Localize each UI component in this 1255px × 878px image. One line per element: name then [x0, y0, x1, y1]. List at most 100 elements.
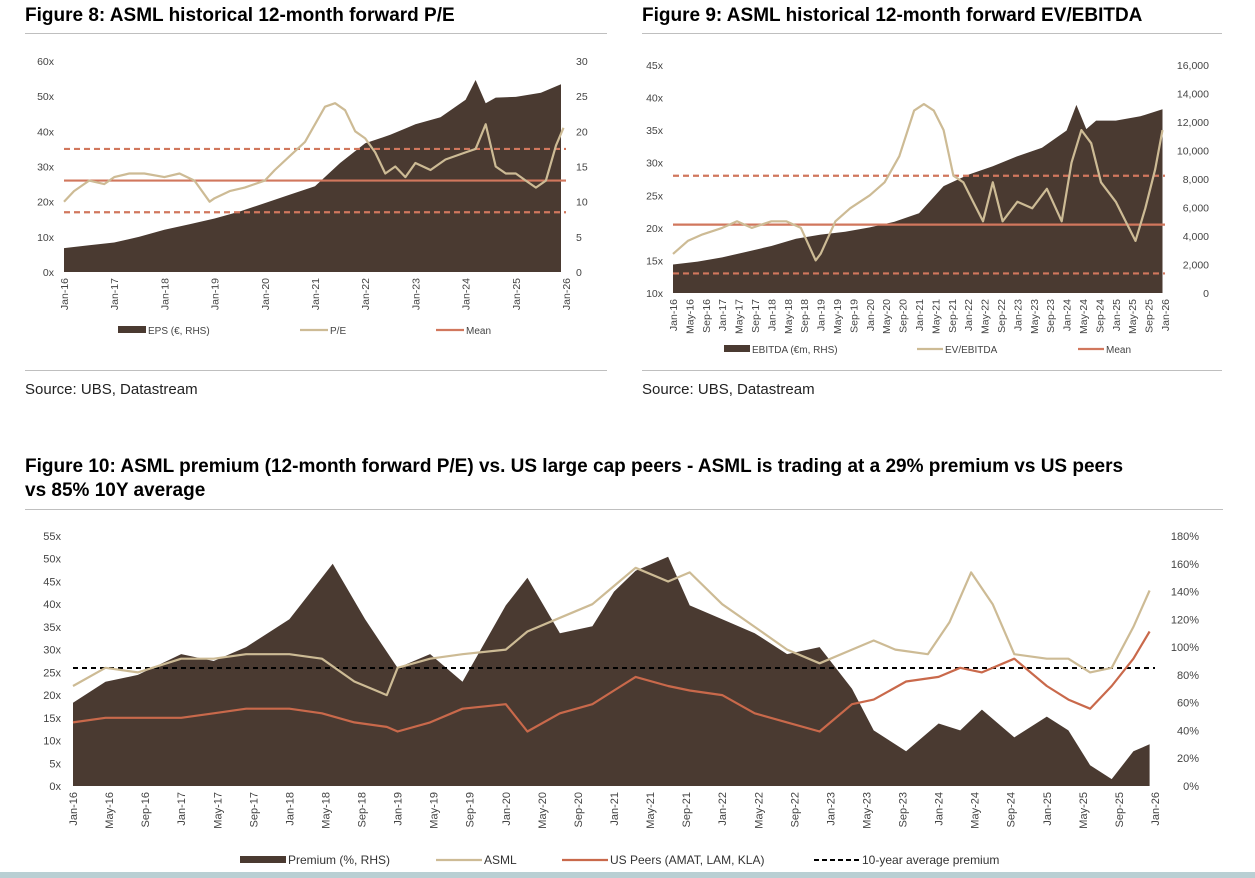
- legend-label: EPS (€, RHS): [148, 326, 210, 337]
- figure-8-source-rule: [25, 370, 607, 371]
- x-tick-label: May-23: [1029, 299, 1041, 334]
- x-tick-label: Jan-24: [934, 792, 946, 826]
- x-tick-label: Jan-21: [310, 278, 322, 310]
- y-left-tick-label: 40x: [646, 93, 664, 105]
- x-tick-label: Jan-19: [816, 299, 828, 331]
- y-right-tick-label: 100%: [1171, 642, 1199, 654]
- x-tick-label: Jan-17: [717, 299, 729, 331]
- x-tick-label: Sep-24: [1094, 299, 1106, 333]
- x-tick-label: Sep-21: [681, 792, 693, 827]
- y-right-tick-label: 60%: [1177, 698, 1199, 710]
- y-left-tick-label: 10x: [37, 232, 55, 244]
- y-right-tick-label: 12,000: [1177, 117, 1209, 129]
- x-tick-label: Jan-20: [865, 299, 877, 331]
- series-area-premium-rhs-: [73, 556, 1150, 786]
- x-tick-label: Jan-24: [1062, 299, 1074, 331]
- legend-swatch-area: [724, 345, 750, 352]
- x-tick-label: Jan-23: [1012, 299, 1024, 331]
- y-right-tick-label: 0%: [1183, 781, 1199, 793]
- x-tick-label: May-22: [753, 792, 765, 829]
- x-tick-label: Jan-26: [1160, 299, 1172, 331]
- y-right-tick-label: 10,000: [1177, 146, 1209, 158]
- page-bottom-band: [0, 872, 1255, 878]
- legend-label: Premium (%, RHS): [288, 853, 390, 867]
- x-tick-label: Jan-18: [159, 278, 171, 310]
- legend-label: Mean: [1106, 345, 1131, 356]
- y-left-tick-label: 40x: [37, 126, 55, 138]
- series-area-ebitda-m-rhs-: [673, 104, 1163, 294]
- x-tick-label: May-19: [429, 792, 441, 829]
- x-tick-label: May-20: [881, 299, 893, 334]
- y-right-tick-label: 5: [576, 232, 582, 244]
- y-left-tick-label: 50x: [37, 91, 55, 103]
- x-tick-label: Sep-20: [898, 299, 910, 333]
- x-tick-label: Jan-16: [59, 278, 71, 310]
- x-tick-label: Sep-24: [1006, 792, 1018, 827]
- x-tick-label: Jan-25: [1042, 792, 1054, 826]
- x-tick-label: Jan-17: [176, 792, 188, 826]
- x-tick-label: May-16: [104, 792, 116, 829]
- y-left-tick-label: 35x: [646, 125, 664, 137]
- legend-swatch-area: [240, 856, 286, 863]
- figure-9-chart: 10x 15x 20x 25x 30x 35x 40x 45x 0 2,000 4,000 6,000…: [646, 60, 1209, 356]
- y-left-tick-label: 45x: [646, 60, 664, 72]
- y-left-tick-label: 25x: [646, 190, 664, 202]
- y-left-tick-label: 30x: [646, 158, 664, 170]
- x-tick-label: May-18: [783, 299, 795, 334]
- x-tick-label: Jan-19: [393, 792, 405, 826]
- x-tick-label: May-24: [1078, 299, 1090, 334]
- x-tick-label: Jan-20: [260, 278, 272, 310]
- y-left-tick-label: 0x: [43, 267, 55, 279]
- y-left-tick-label: 25x: [43, 667, 61, 679]
- y-left-tick-label: 15x: [43, 713, 61, 725]
- x-tick-label: Sep-19: [465, 792, 477, 827]
- figure-9-title: Figure 9: ASML historical 12-month forwa…: [642, 5, 1143, 26]
- y-left-tick-label: 55x: [43, 531, 61, 543]
- legend-label: P/E: [330, 326, 346, 337]
- figure-10-title-line-1: Figure 10: ASML premium (12-month forwar…: [25, 456, 1124, 477]
- figure-8-title-rule: [25, 33, 607, 34]
- x-tick-label: Sep-22: [996, 299, 1008, 333]
- y-right-tick-label: 30: [576, 56, 588, 68]
- x-tick-label: Jan-19: [210, 278, 222, 310]
- y-right-tick-label: 180%: [1171, 531, 1199, 543]
- x-tick-label: May-24: [970, 792, 982, 829]
- y-right-tick-label: 14,000: [1177, 89, 1209, 101]
- y-right-tick-label: 10: [576, 197, 588, 209]
- series-line-us-peers-amat-lam-kla-: [72, 630, 1151, 733]
- y-right-tick-label: 25: [576, 91, 588, 103]
- x-tick-label: Sep-16: [701, 299, 713, 333]
- x-tick-label: May-17: [734, 299, 746, 334]
- y-right-tick-label: 120%: [1171, 614, 1199, 626]
- y-left-tick-label: 5x: [49, 758, 61, 770]
- legend-label: US Peers (AMAT, LAM, KLA): [610, 853, 764, 867]
- x-tick-label: May-18: [320, 792, 332, 829]
- x-tick-label: Jan-20: [501, 792, 513, 826]
- figure-9-source: Source: UBS, Datastream: [642, 381, 815, 398]
- x-tick-label: Jan-23: [410, 278, 422, 310]
- x-tick-label: Sep-25: [1114, 792, 1126, 827]
- y-left-tick-label: 0x: [49, 781, 61, 793]
- x-tick-label: Sep-25: [1144, 299, 1156, 333]
- series-area-eps-rhs-: [64, 80, 561, 272]
- y-left-tick-label: 30x: [43, 645, 61, 657]
- x-tick-label: May-21: [645, 792, 657, 829]
- x-tick-label: Jan-25: [511, 278, 523, 310]
- x-tick-label: May-19: [832, 299, 844, 334]
- x-tick-label: Jan-18: [766, 299, 778, 331]
- x-tick-label: Sep-18: [357, 792, 369, 827]
- y-right-tick-label: 80%: [1177, 670, 1199, 682]
- x-tick-label: May-25: [1127, 299, 1139, 334]
- y-right-tick-label: 20%: [1177, 753, 1199, 765]
- series-line-ev-ebitda: [672, 102, 1164, 262]
- y-right-tick-label: 0: [576, 267, 582, 279]
- x-tick-label: Sep-20: [573, 792, 585, 827]
- x-tick-label: Jan-21: [914, 299, 926, 331]
- y-right-tick-label: 160%: [1171, 559, 1199, 571]
- y-left-tick-label: 60x: [37, 56, 55, 68]
- x-tick-label: Sep-17: [248, 792, 260, 827]
- x-tick-label: May-22: [980, 299, 992, 334]
- y-left-tick-label: 45x: [43, 576, 61, 588]
- y-left-tick-label: 10x: [43, 736, 61, 748]
